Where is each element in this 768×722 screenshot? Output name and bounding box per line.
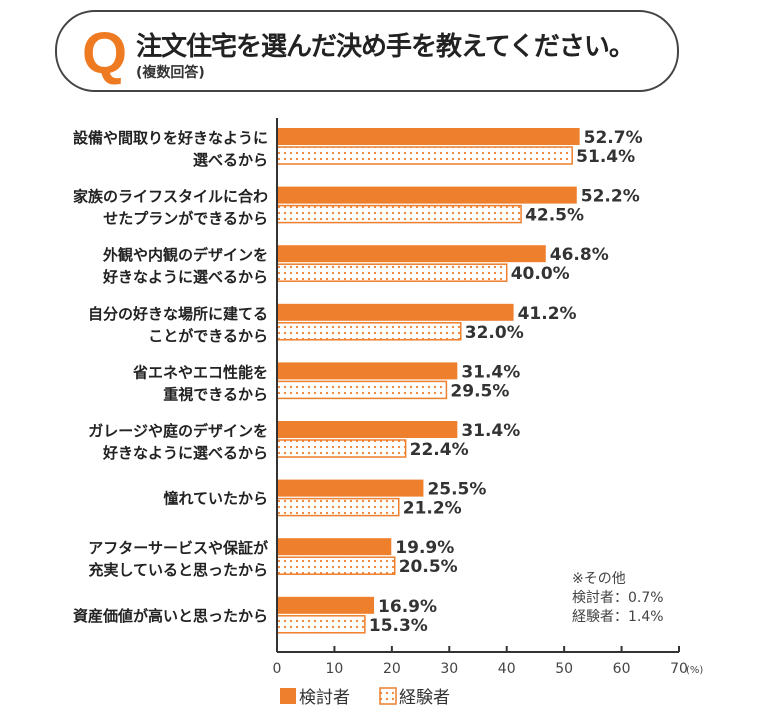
bar-experienced — [276, 322, 462, 341]
bar-considering — [277, 303, 514, 321]
data-label: 20.5% — [399, 557, 458, 577]
note-line-1: 検討者：0.7% — [572, 590, 664, 606]
bar-experienced — [276, 497, 400, 517]
x-tick-label: 30 — [440, 661, 458, 677]
bar-considering — [277, 538, 392, 556]
bar-considering — [277, 128, 580, 145]
legend-label: 経験者 — [399, 688, 450, 708]
question-box — [55, 10, 679, 92]
bar-considering — [277, 479, 424, 497]
x-tick-label: 40 — [498, 661, 516, 677]
bar-experienced — [276, 556, 396, 575]
category-label: 外観や内観のデザインを — [102, 246, 268, 264]
category-label: 好きなように選べるから — [102, 268, 268, 286]
x-tick-label: 20 — [383, 661, 401, 677]
bar-considering — [277, 596, 375, 614]
other-note: ※その他 検討者：0.7% 経験者：1.4% — [572, 570, 664, 627]
data-label: 22.4% — [410, 440, 469, 460]
x-tick-label: 0 — [273, 661, 282, 677]
category-label: 選べるから — [193, 151, 268, 169]
bar-experienced — [276, 204, 522, 224]
legend-swatch — [280, 688, 296, 704]
q-mark: Q — [82, 21, 128, 86]
data-label: 40.0% — [511, 264, 570, 284]
category-label: せたプランができるから — [103, 210, 268, 228]
note-title: ※その他 — [572, 571, 626, 587]
bar-considering — [277, 186, 577, 204]
category-label: 自分の好きな場所に建てる — [88, 305, 268, 323]
category-label: 設備や間取りを好きなように — [73, 129, 268, 147]
category-label: 資産価値が高いと思ったから — [73, 607, 268, 625]
data-label: 52.2% — [581, 187, 640, 207]
data-label: 52.7% — [584, 128, 643, 148]
x-tick-label: 10 — [326, 661, 344, 677]
x-unit-label: (%) — [686, 665, 703, 676]
category-label: 憧れていたから — [163, 490, 268, 508]
category-label: ガレージや庭のデザインを — [88, 422, 268, 440]
category-label: ことができるから — [148, 327, 268, 345]
category-label: 好きなように選べるから — [102, 444, 268, 462]
data-label: 42.5% — [525, 206, 584, 226]
data-label: 16.9% — [378, 597, 437, 617]
bar-experienced — [276, 439, 407, 458]
category-label: 充実していると思ったから — [88, 561, 268, 579]
data-label: 31.4% — [461, 362, 520, 382]
data-label: 29.5% — [450, 381, 509, 401]
question-subtitle: (複数回答) — [136, 65, 205, 81]
note-line-2: 経験者：1.4% — [572, 609, 664, 625]
category-label: 家族のライフスタイルに合わ — [73, 188, 268, 206]
category-label: 省エネやエコ性能を — [132, 363, 268, 381]
data-label: 41.2% — [518, 304, 577, 324]
data-label: 19.9% — [395, 538, 454, 558]
bar-experienced — [276, 615, 366, 634]
legend-swatch — [379, 687, 397, 705]
x-tick-label: 50 — [555, 661, 573, 677]
bar-experienced — [276, 263, 508, 282]
data-label: 21.2% — [403, 499, 462, 519]
data-label: 46.8% — [550, 245, 609, 265]
data-label: 32.0% — [465, 323, 524, 343]
data-label: 15.3% — [369, 616, 428, 636]
bar-considering — [277, 362, 458, 380]
bar-experienced — [276, 146, 573, 165]
data-label: 51.4% — [576, 147, 635, 167]
data-label: 31.4% — [461, 421, 520, 441]
data-label: 25.5% — [427, 480, 486, 500]
category-label: 重視できるから — [163, 385, 268, 403]
question-title: 注文住宅を選んだ決め手を教えてください。 — [136, 32, 635, 62]
bar-considering — [277, 421, 458, 438]
category-label: アフターサービスや保証が — [88, 539, 269, 557]
x-tick-label: 70 — [670, 661, 688, 677]
legend-label: 検討者 — [299, 688, 350, 708]
x-tick-label: 60 — [613, 661, 631, 677]
bar-considering — [277, 245, 546, 263]
bar-experienced — [276, 380, 448, 400]
